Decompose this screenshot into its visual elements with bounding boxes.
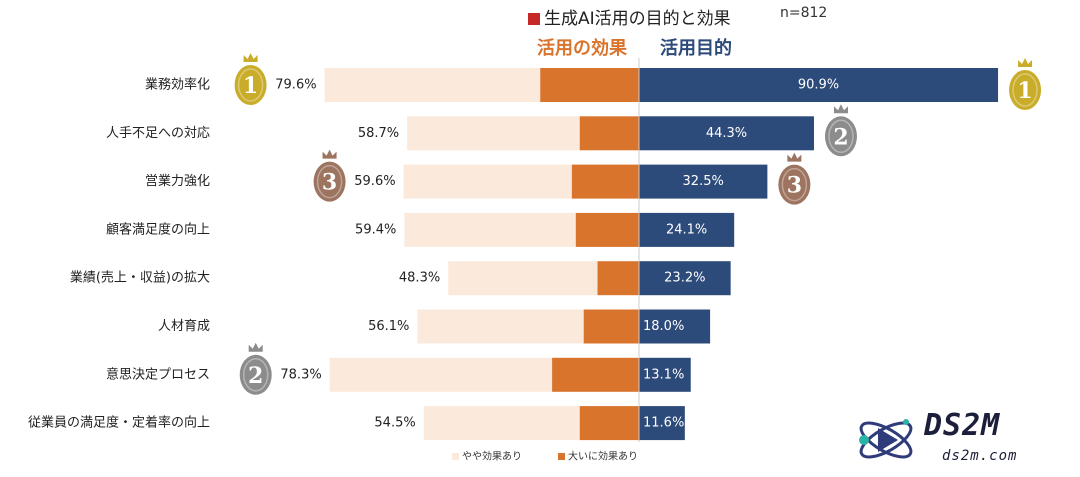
watermark-title: DS2M	[924, 408, 1001, 443]
bar-purpose	[639, 309, 711, 344]
bar-somewhat-effective	[403, 164, 572, 199]
medal-crown-icon	[322, 149, 337, 159]
bar-somewhat-effective	[404, 212, 576, 247]
left-value-label: 59.4%	[355, 222, 396, 237]
medal-ring-icon	[242, 358, 269, 392]
medal-rank-label: 3	[787, 173, 802, 199]
right-value-label: 13.1%	[643, 367, 684, 382]
watermark-subtitle: ds2m.com	[942, 448, 1018, 464]
medal-crown-icon	[787, 152, 802, 162]
medal-rank-label: 2	[248, 363, 263, 389]
medal-icon	[234, 65, 267, 105]
bar-somewhat-effective	[448, 261, 598, 296]
bar-purpose	[639, 68, 999, 102]
right-value-label: 90.9%	[798, 78, 839, 93]
medal-ring-icon	[828, 119, 854, 154]
chart-title-text: 生成AI活用の目的と効果	[544, 9, 731, 29]
bar-purpose	[639, 406, 685, 441]
right-value-label: 32.5%	[683, 174, 724, 189]
bar-very-effective	[552, 357, 639, 392]
medal-ring-icon	[237, 68, 264, 102]
bar-very-effective	[540, 68, 639, 102]
bar-somewhat-effective	[329, 357, 553, 392]
title-marker-icon	[528, 13, 540, 25]
category-label: 業績(売上・収益)の拡大	[70, 270, 210, 286]
bar-very-effective	[579, 116, 639, 151]
bar-purpose	[639, 357, 691, 392]
category-label: 人材育成	[158, 318, 210, 334]
medal-ring-icon	[316, 164, 343, 199]
medal-crown-icon	[243, 53, 258, 62]
right-value-label: 24.1%	[666, 222, 707, 237]
medal-rank-label: 3	[322, 170, 337, 196]
right-value-label: 11.6%	[643, 416, 684, 431]
bar-very-effective	[571, 164, 639, 199]
left-value-label: 54.5%	[374, 416, 415, 431]
left-value-label: 79.6%	[275, 78, 316, 93]
medal-rank-label: 1	[1017, 78, 1032, 104]
bar-somewhat-effective	[417, 309, 584, 344]
medal-icon	[239, 354, 272, 395]
legend-swatch-very	[558, 453, 565, 460]
left-panel-header: 活用の効果	[537, 38, 627, 59]
medal-crown-icon	[248, 342, 263, 352]
left-value-label: 59.6%	[354, 174, 395, 189]
right-value-label: 18.0%	[643, 319, 684, 334]
medal-icon	[1009, 70, 1042, 110]
left-value-label: 78.3%	[280, 367, 321, 382]
medal-ring-icon	[781, 167, 808, 202]
right-value-label: 23.2%	[664, 271, 705, 286]
legend-label-very: 大いに効果あり	[568, 450, 638, 463]
bar-very-effective	[575, 212, 639, 247]
left-value-label: 56.1%	[368, 319, 409, 334]
atom-logo-icon	[859, 419, 913, 459]
medal-rank-label: 1	[243, 73, 258, 99]
left-value-label: 48.3%	[399, 271, 440, 286]
medal-icon	[824, 116, 857, 157]
watermark: DS2M ds2m.com	[856, 408, 1071, 470]
legend-label-somewhat: やや効果あり	[462, 450, 522, 463]
bar-somewhat-effective	[407, 116, 580, 151]
medal-crown-icon	[833, 104, 848, 114]
medal-icon	[778, 164, 811, 205]
chart-title: 生成AI活用の目的と効果	[528, 4, 731, 29]
legend-swatch-somewhat	[452, 453, 459, 460]
bar-somewhat-effective	[423, 406, 580, 441]
bar-purpose	[639, 261, 731, 296]
bar-purpose	[639, 116, 814, 151]
medal-crown-icon	[1018, 58, 1033, 67]
medal-icon	[313, 161, 346, 202]
category-label: 従業員の満足度・定着率の向上	[28, 415, 210, 431]
sample-size: n=812	[780, 5, 828, 21]
medal-rank-label: 2	[833, 124, 848, 150]
bar-very-effective	[579, 406, 639, 441]
category-label: 顧客満足度の向上	[106, 221, 210, 237]
bar-very-effective	[583, 309, 639, 344]
right-panel-header: 活用目的	[660, 38, 732, 59]
medal-ring-icon	[1012, 73, 1038, 107]
right-value-label: 44.3%	[706, 126, 747, 141]
bar-purpose	[639, 212, 735, 247]
left-value-label: 58.7%	[358, 126, 399, 141]
category-label: 人手不足への対応	[106, 126, 210, 141]
bar-very-effective	[597, 261, 639, 296]
category-label: 意思決定プロセス	[106, 366, 210, 382]
bar-somewhat-effective	[324, 68, 541, 102]
category-label: 営業力強化	[145, 173, 210, 189]
bar-purpose	[639, 164, 768, 199]
category-label: 業務効率化	[145, 77, 210, 93]
